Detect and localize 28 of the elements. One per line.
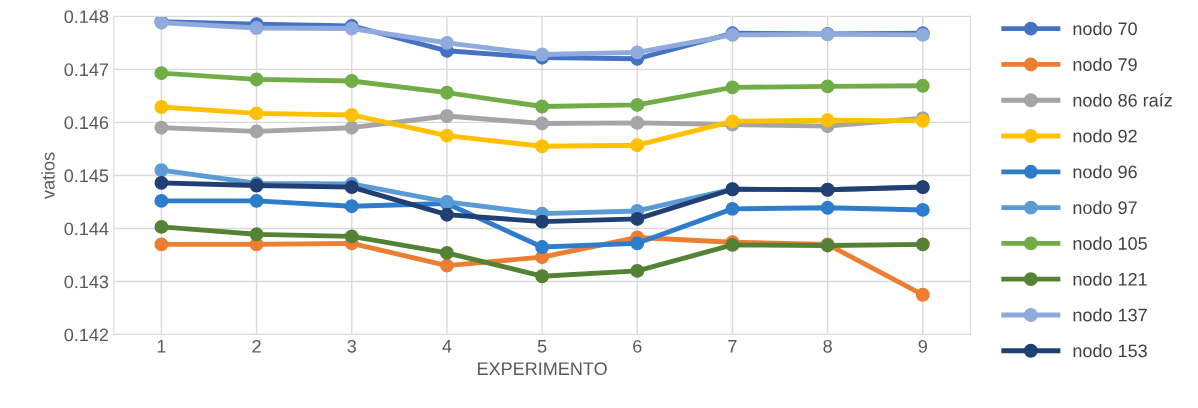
x-tick-label: 8 <box>823 339 832 353</box>
y-tick-label: 0.148 <box>64 10 109 24</box>
legend-label: nodo 86 raíz <box>1073 93 1172 107</box>
x-tick-label: 5 <box>537 340 547 353</box>
x-tick-label: 2 <box>252 339 261 353</box>
legend-label: nodo 96 <box>1073 165 1137 179</box>
x-tick-label: 1 <box>157 340 166 353</box>
x-tick-label: 7 <box>728 340 737 353</box>
legend-label: nodo 79 <box>1073 57 1137 71</box>
x-axis-title: EXPERIMENTO <box>478 362 607 376</box>
y-axis-title: vatios <box>41 152 55 199</box>
y-tick-label: 0.146 <box>64 116 109 130</box>
legend-label: nodo 153 <box>1073 343 1147 358</box>
legend-label: nodo 121 <box>1073 272 1147 286</box>
x-tick-label: 3 <box>347 339 356 353</box>
legend-label: nodo 70 <box>1073 21 1137 36</box>
y-tick-label: 0.144 <box>64 222 109 236</box>
legend-label: nodo 92 <box>1073 129 1137 143</box>
x-tick-label: 4 <box>442 340 452 353</box>
legend-label: nodo 105 <box>1073 236 1147 250</box>
x-tick-label: 9 <box>918 339 927 353</box>
legend-label: nodo 97 <box>1073 200 1137 215</box>
legend-label: nodo 137 <box>1073 308 1147 322</box>
y-tick-label: 0.143 <box>64 275 109 289</box>
x-tick-label: 6 <box>633 339 642 353</box>
y-tick-label: 0.147 <box>64 63 109 77</box>
y-tick-label: 0.145 <box>64 169 109 183</box>
y-tick-label: 0.142 <box>64 328 109 342</box>
